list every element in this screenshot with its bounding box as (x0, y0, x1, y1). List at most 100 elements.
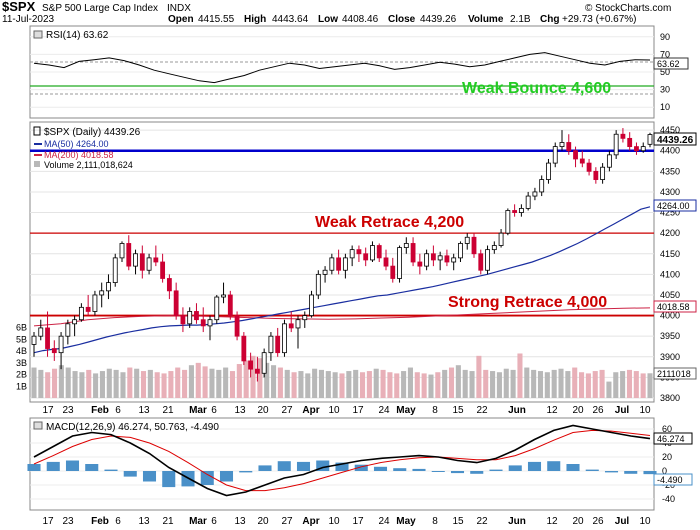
volume-bar (599, 369, 605, 398)
rsi-value-badge-bg (653, 57, 689, 70)
ma50-line (33, 206, 651, 354)
symbol-title: $SPX (2, 0, 36, 14)
candle-body (194, 311, 199, 321)
macd-histogram-bar (200, 471, 214, 485)
date-axis-label: 13 (138, 405, 150, 416)
candle-body (166, 278, 172, 292)
volume-bar (140, 371, 147, 398)
volume-bar (620, 371, 626, 398)
macd-tick-label: 60 (662, 424, 672, 434)
volume-bar (462, 369, 468, 398)
candle-body (187, 311, 193, 325)
volume-bar (579, 372, 585, 398)
date-axis-label: 24 (378, 405, 390, 416)
volume-bar (346, 371, 352, 398)
volume-bar (373, 368, 379, 398)
volume-bar (243, 360, 249, 398)
price-badge-bg (653, 132, 697, 146)
volume-bar (551, 369, 557, 398)
candle-body (505, 210, 511, 234)
date-axis-label: 10 (328, 405, 340, 416)
volume-bar (428, 374, 434, 398)
date-axis-label: 6 (115, 405, 121, 416)
macd-legend: MACD(12,26,9) 46.274, 50.763, -4.490 (46, 422, 219, 433)
date-axis-label: 12 (546, 516, 558, 527)
candle-body (600, 166, 606, 180)
volume-bar (510, 369, 516, 398)
volume-bar (613, 372, 619, 398)
price-tick-label: 4300 (660, 187, 680, 197)
macd-badge-bg (653, 432, 693, 445)
candle-body (92, 294, 98, 312)
macd-histogram-bar (65, 460, 80, 471)
volume-bar (195, 362, 201, 398)
macd-histogram-bar (393, 468, 407, 471)
date-axis-label: 10 (328, 516, 340, 527)
date-axis-label: Mar (189, 516, 207, 527)
volume-bar (407, 367, 413, 398)
macd-histogram-bar (585, 469, 599, 471)
volume-bar (592, 371, 598, 398)
macd-histogram-bar (624, 471, 638, 474)
candle-body (478, 253, 484, 271)
price-tick-label: 3900 (660, 352, 680, 362)
macd-histogram-bar (296, 461, 311, 471)
date-axis-label: Jun (508, 516, 526, 527)
date-axis-label: 22 (476, 405, 488, 416)
volume-bar (496, 372, 502, 398)
candle-body (627, 137, 633, 148)
volume-bar (626, 369, 633, 398)
candle-body (579, 158, 585, 164)
volume-tick-label: 1B (16, 381, 27, 391)
volume-bar (45, 372, 51, 398)
volume-bar (503, 368, 509, 398)
macd-histogram-bar (373, 466, 388, 471)
volume-bar (394, 373, 400, 398)
volume-bar (366, 371, 372, 398)
candle-body (458, 243, 463, 259)
candle-body (491, 245, 497, 251)
candle-body (552, 146, 558, 164)
weak-retrace-annotation: Weak Retrace 4,200 (315, 214, 464, 231)
price-legend-icon (33, 126, 41, 136)
candlesticks (31, 128, 653, 382)
volume-bar (99, 371, 105, 398)
candle-body (160, 261, 166, 279)
candle-body (437, 255, 443, 261)
candle-body (315, 273, 321, 296)
candle-body (532, 191, 538, 197)
date-axis-label: 17 (42, 516, 54, 527)
candle-body (634, 146, 639, 152)
rsi-tick-label: 30 (660, 85, 670, 95)
open-value: 4415.55 (198, 14, 235, 25)
candle-body (282, 323, 287, 354)
macd-histogram-bar (489, 469, 503, 471)
macd-histogram-bar (104, 469, 118, 471)
candle-body (336, 257, 342, 271)
ma200-legend: MA(200) 4018.58 (44, 150, 114, 160)
volume-bar (490, 371, 496, 398)
candle-body (241, 335, 247, 362)
macd-tick-label: -40 (662, 494, 675, 504)
volume-bar (202, 366, 208, 398)
candle-body (146, 257, 152, 271)
volume-tick-label: 3B (16, 358, 27, 368)
date-axis-label: 17 (352, 516, 364, 527)
candle-body (51, 348, 57, 354)
candle-body (356, 249, 362, 255)
macd-panel: 6040200-20-40 MACD(12,26,9) 46.274, 50.7… (27, 417, 693, 511)
watermark: © StockCharts.com (585, 3, 671, 14)
close-value: 4439.26 (420, 14, 457, 25)
macd-histogram-bar (142, 471, 157, 482)
price-tick-label: 3950 (660, 331, 680, 341)
candle-body (133, 253, 138, 267)
volume-bar (298, 371, 304, 398)
ma200-badge: 4018.58 (657, 302, 690, 312)
candle-body (613, 133, 619, 156)
close-label: Close (388, 14, 416, 25)
candle-body (424, 253, 430, 267)
volume-tick-label: 4B (16, 346, 27, 356)
candle-body (153, 257, 159, 263)
date-axis-label: 10 (639, 516, 651, 527)
volume-label: Volume (468, 14, 504, 25)
